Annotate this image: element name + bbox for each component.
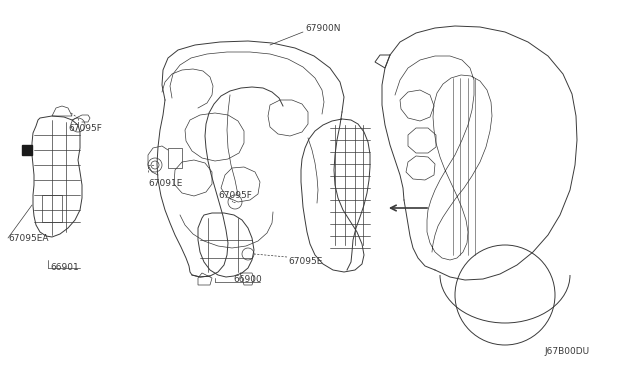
Text: 67095EA: 67095EA xyxy=(8,234,49,243)
Bar xyxy=(22,145,32,155)
Text: 66901: 66901 xyxy=(51,263,79,273)
Text: 67900N: 67900N xyxy=(305,23,340,32)
Text: J67B00DU: J67B00DU xyxy=(545,347,590,356)
Text: 67095F: 67095F xyxy=(218,190,252,199)
Text: 67095F: 67095F xyxy=(68,124,102,132)
Text: 67095E: 67095E xyxy=(288,257,323,266)
Text: 67091E: 67091E xyxy=(148,179,182,187)
Text: 66900: 66900 xyxy=(234,276,262,285)
